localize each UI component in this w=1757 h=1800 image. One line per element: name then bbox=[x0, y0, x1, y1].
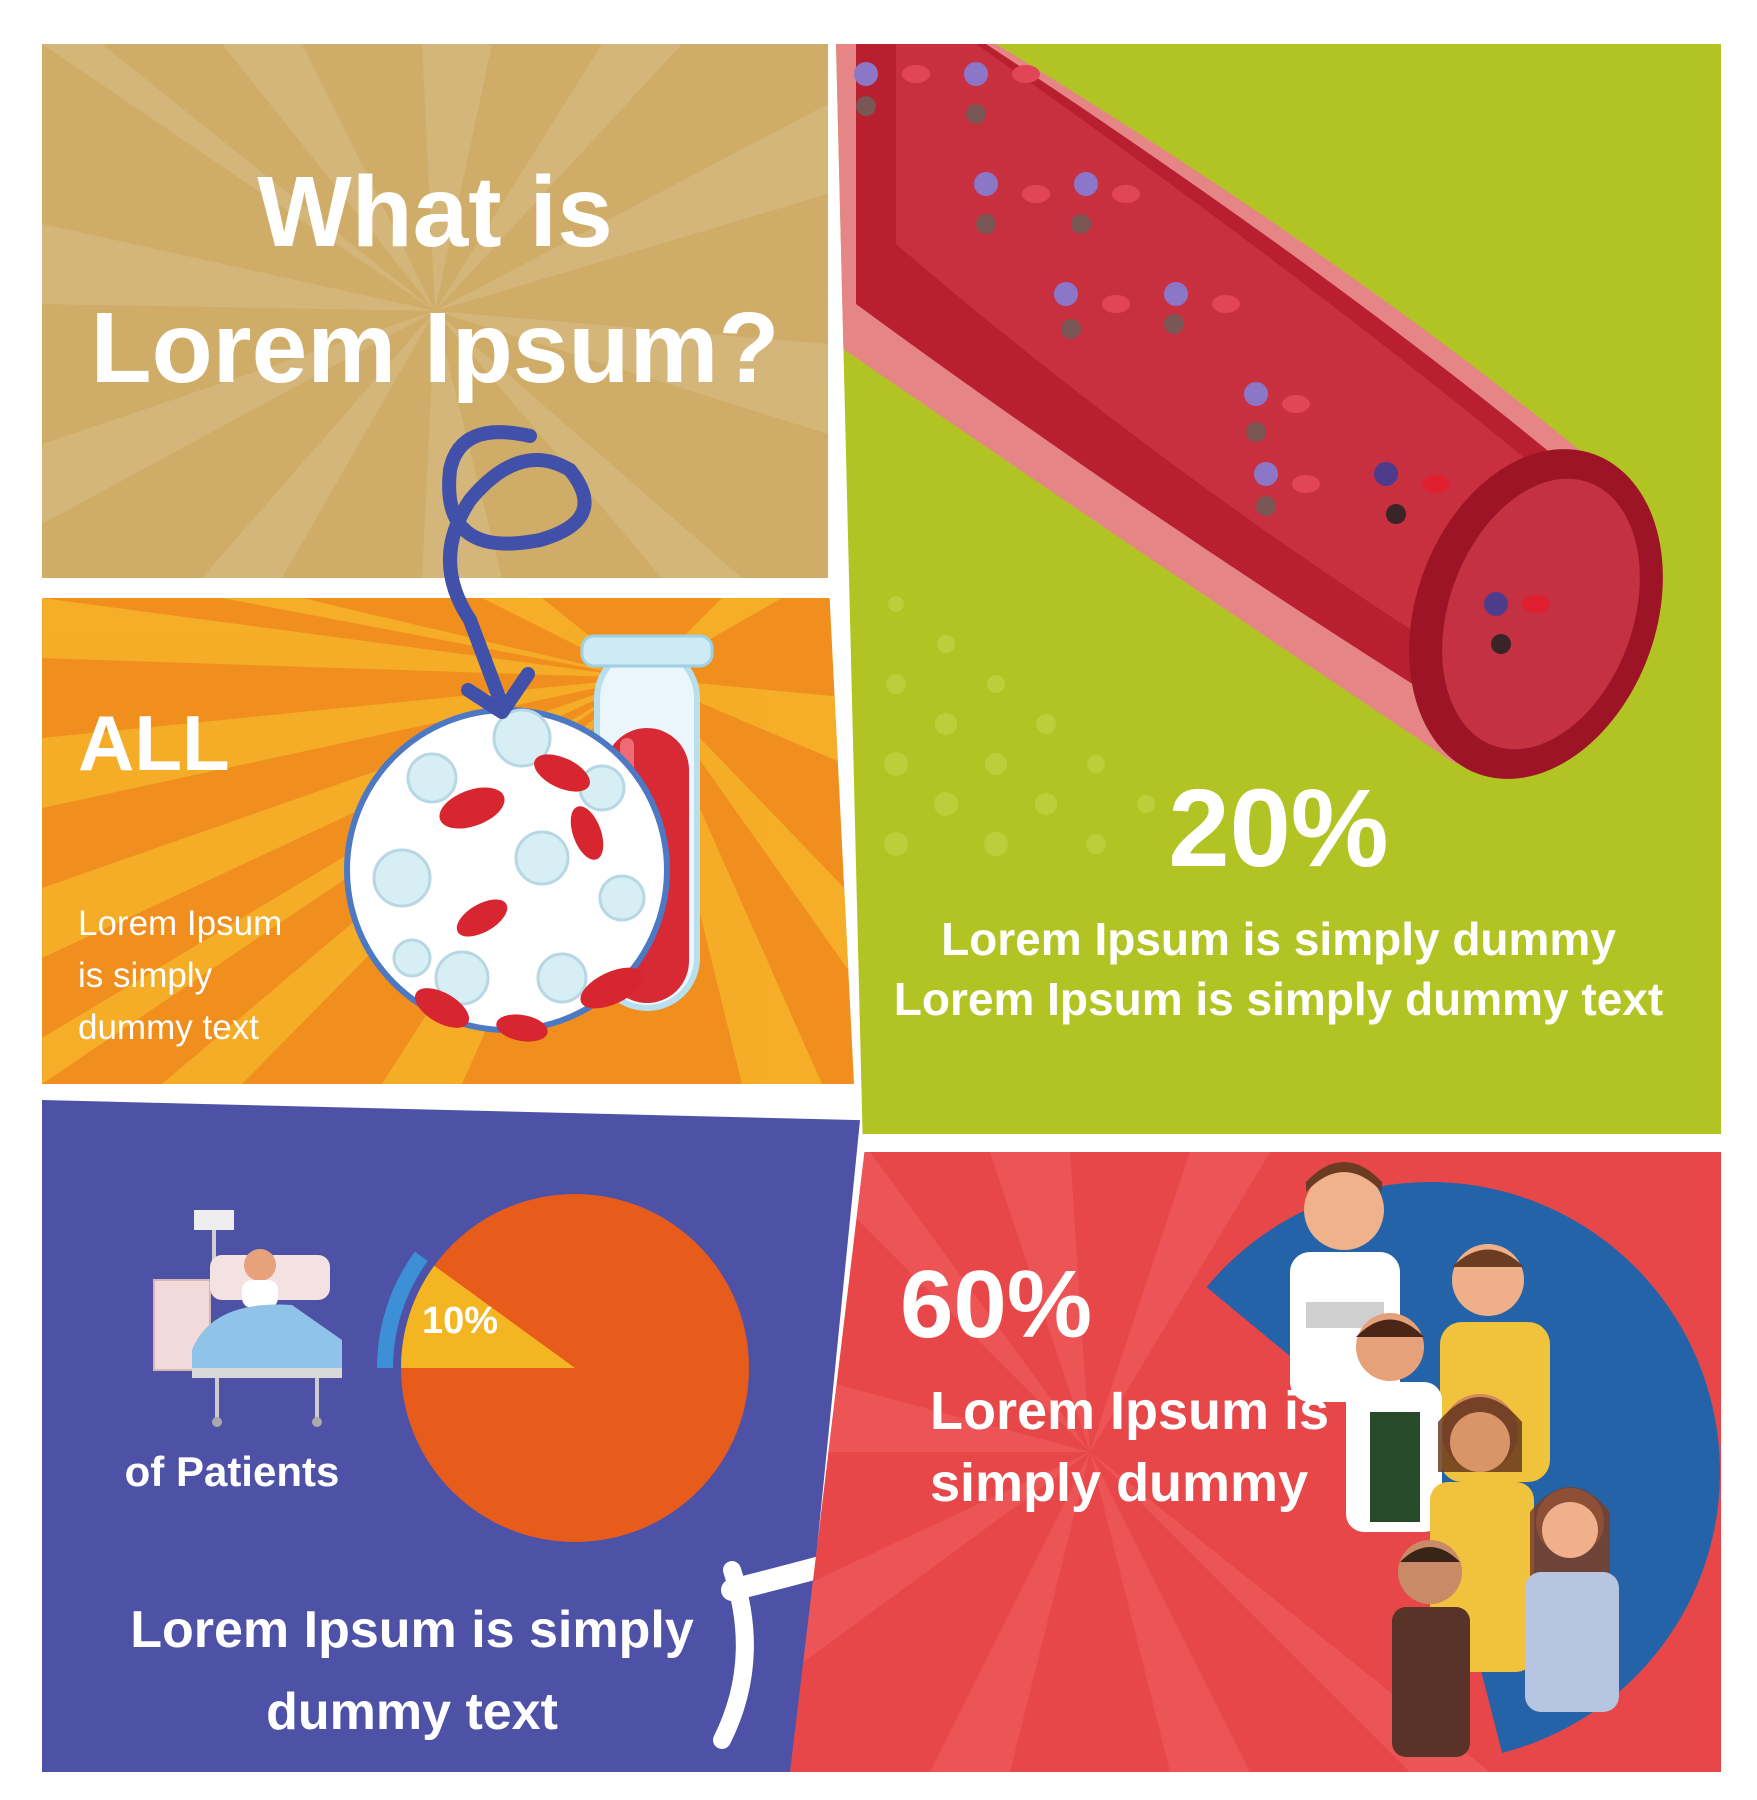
all-panel: ALL Lorem Ipsum is simply dummy text bbox=[42, 598, 854, 1084]
sunburst-bg bbox=[790, 1152, 1490, 1772]
all-body-line-3: dummy text bbox=[78, 1008, 259, 1047]
vein-line-1: Lorem Ipsum is simply dummy bbox=[941, 913, 1616, 965]
pie-chart bbox=[377, 1194, 749, 1542]
page-title: What is Lorem Ipsum? bbox=[42, 144, 828, 416]
all-body-line-2: is simply bbox=[78, 956, 213, 995]
sixty-line-1: Lorem Ipsum is bbox=[930, 1381, 1330, 1441]
all-body: Lorem Ipsum is simply dummy text bbox=[78, 898, 282, 1054]
patients-panel: of Patients 10% Lorem Ipsum is simply du… bbox=[42, 1100, 860, 1772]
vein-icon bbox=[836, 44, 1663, 779]
vein-stat: 20% bbox=[1168, 767, 1389, 890]
hospital-bed-icon bbox=[153, 1210, 342, 1427]
white-arrow-icon bbox=[713, 1539, 860, 1749]
vein-panel: 20% Lorem Ipsum is simply dummy Lorem Ip… bbox=[836, 44, 1721, 1134]
halftone-bg bbox=[884, 596, 1155, 856]
pie-ring-segment bbox=[377, 1251, 428, 1369]
title-panel: What is Lorem Ipsum? bbox=[42, 44, 828, 578]
all-body-line-1: Lorem Ipsum bbox=[78, 904, 283, 943]
vein-line-2: Lorem Ipsum is simply dummy text bbox=[893, 973, 1664, 1025]
patients-caption: of Patients bbox=[124, 1448, 340, 1495]
sunburst-bg bbox=[42, 44, 828, 578]
sixty-line-2: simply dummy bbox=[930, 1453, 1309, 1513]
sixty-panel: 60% Lorem Ipsum is simply dummy bbox=[790, 1152, 1721, 1772]
patients-line-1: Lorem Ipsum is simply bbox=[130, 1601, 694, 1659]
pie-label: 10% bbox=[422, 1300, 499, 1342]
sixty-stat: 60% bbox=[900, 1251, 1093, 1358]
all-heading: ALL bbox=[78, 699, 230, 787]
pie-highlight-slice bbox=[401, 1265, 575, 1368]
patients-line-2: dummy text bbox=[266, 1683, 558, 1741]
people-group-icon bbox=[1206, 1162, 1720, 1757]
title-line-2: Lorem Ipsum? bbox=[90, 292, 780, 404]
title-line-1: What is bbox=[257, 156, 613, 268]
blood-cell-magnifier-icon bbox=[344, 707, 670, 1042]
